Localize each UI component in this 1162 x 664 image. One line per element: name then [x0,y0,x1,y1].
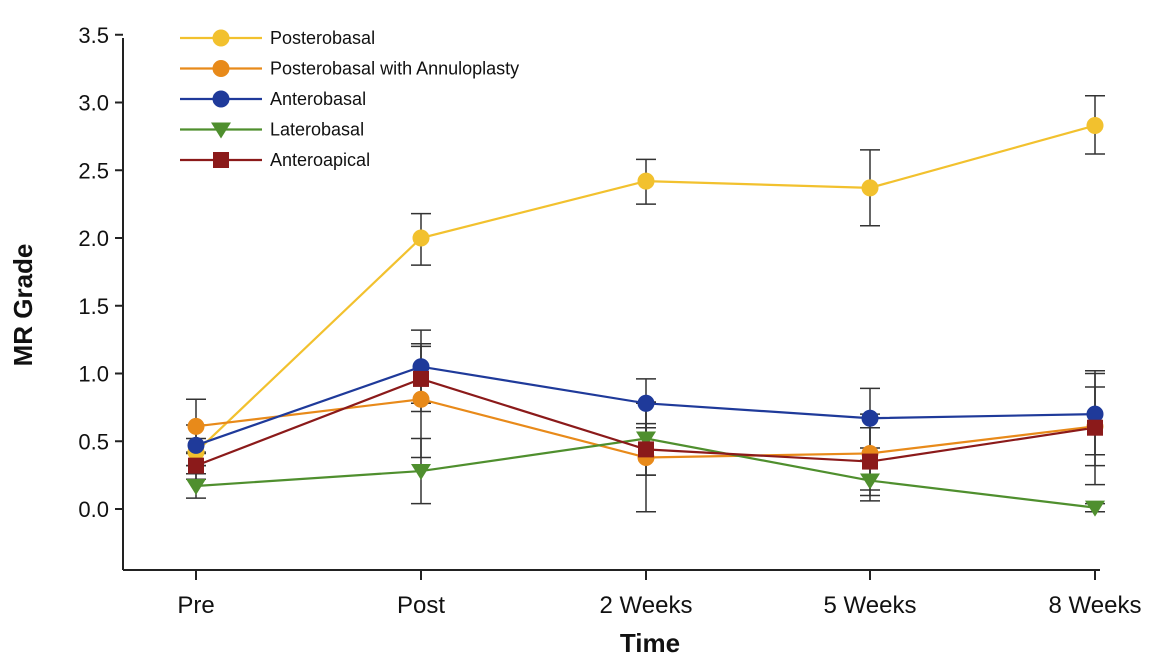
data-point [412,390,430,408]
legend-marker [211,122,231,139]
y-tick-label: 2.0 [78,226,109,251]
data-point [187,436,205,454]
data-point [861,179,879,197]
data-point [636,431,656,448]
axes: 3.5 3.0 2.5 2.0 1.5 1.0 0.5 0.0 Pre Post 2 Weeks 5 … [78,23,1141,619]
legend-label: Laterobasal [270,120,364,140]
data-point [186,478,206,495]
legend-label: Posterobasal with Annuloplasty [270,59,519,79]
legend-marker [213,152,229,168]
y-tick-label: 3.0 [78,91,109,116]
data-point [188,457,204,474]
y-tick-label: 0.0 [78,497,109,522]
legend-marker [212,90,230,108]
y-tick-label: 0.5 [78,429,109,454]
data-point [412,229,430,247]
data-point [637,172,655,190]
data-point [862,453,878,470]
series-markers [186,117,1105,517]
legend-marker [212,60,230,77]
data-point [411,464,431,481]
data-point [637,394,655,412]
x-tick-label: 8 Weeks [1049,592,1142,619]
x-tick-label: Pre [177,592,214,619]
data-point [861,409,879,427]
y-tick-label: 1.0 [78,362,109,387]
data-point [413,370,429,387]
y-axis-title: MR Grade [8,244,38,367]
legend-label: Anteroapical [270,150,370,170]
x-axis-title: Time [620,628,680,658]
x-tick-label: 5 Weeks [824,592,917,619]
data-point [1086,117,1104,135]
y-tick-label: 2.5 [78,158,109,183]
data-point [638,441,654,458]
legend-label: Anterobasal [270,89,366,109]
legend-label: Posterobasal [270,28,375,48]
x-tick-label: Post [397,592,445,619]
data-point [1085,500,1105,517]
data-point [1087,419,1103,436]
data-point [187,417,205,435]
x-tick-label: 2 Weeks [600,592,693,619]
y-tick-label: 1.5 [78,294,109,319]
data-point [860,473,880,490]
y-tick-label: 3.5 [78,23,109,48]
legend-marker [212,29,230,47]
legend: Posterobasal Posterobasal with Annuloplas… [180,28,519,170]
